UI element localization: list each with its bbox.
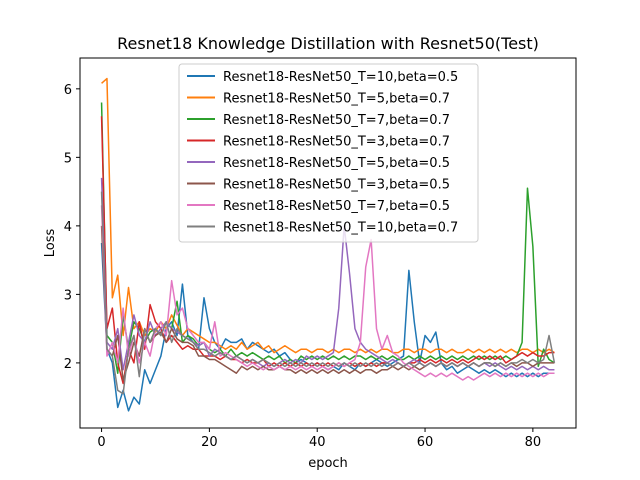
y-tick-label: 5	[64, 151, 72, 166]
y-tick-label: 3	[64, 288, 72, 303]
x-axis-label: epoch	[308, 456, 348, 471]
legend-box	[178, 63, 479, 243]
x-tick-label: 20	[201, 435, 218, 450]
series-line-3	[100, 102, 555, 374]
x-tick-label: 40	[309, 435, 326, 450]
y-tick-label: 2	[64, 357, 72, 372]
series-line-8	[100, 191, 556, 395]
x-axis: 0 20 40 60 80	[97, 428, 541, 450]
legend-label-2: Resnet18-ResNet50_T=5,beta=0.7	[223, 92, 450, 107]
y-tick-label: 6	[64, 83, 72, 98]
legend-label-8: Resnet18-ResNet50_T=10,beta=0.7	[223, 221, 458, 236]
legend-label-7: Resnet18-ResNet50_T=7,beta=0.5	[223, 199, 450, 214]
plot-frame	[79, 57, 577, 429]
legend-label-6: Resnet18-ResNet50_T=3,beta=0.5	[223, 178, 450, 193]
legend-label-3: Resnet18-ResNet50_T=7,beta=0.7	[223, 113, 450, 128]
series-line-2	[101, 77, 555, 354]
legend: Resnet18-ResNet50_T=10,beta=0.5 Resnet18-…	[178, 63, 479, 243]
chart-title: Resnet18 Knowledge Distillation with Res…	[117, 34, 539, 53]
x-tick-label: 60	[417, 435, 434, 450]
legend-label-4: Resnet18-ResNet50_T=3,beta=0.7	[223, 135, 450, 150]
y-axis-label: Loss	[43, 229, 58, 258]
series-layer	[100, 77, 556, 412]
legend-label-1: Resnet18-ResNet50_T=10,beta=0.5	[223, 70, 458, 85]
y-tick-label: 4	[64, 220, 72, 235]
legend-label-5: Resnet18-ResNet50_T=5,beta=0.5	[223, 156, 450, 171]
series-line-7	[100, 205, 555, 381]
y-axis: 2 3 4 5 6	[64, 83, 80, 372]
x-tick-label: 0	[97, 435, 105, 450]
x-tick-label: 80	[525, 435, 542, 450]
series-line-4	[100, 116, 555, 385]
